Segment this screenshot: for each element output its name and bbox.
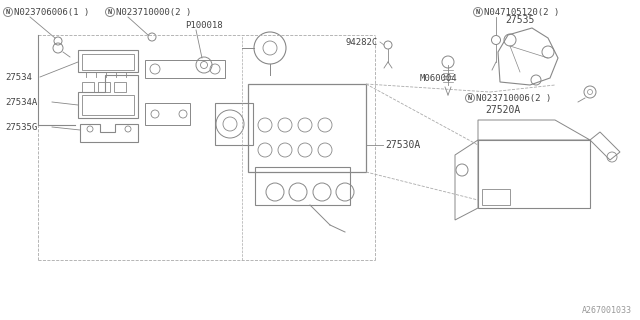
Text: 27534: 27534 xyxy=(5,73,32,82)
Text: N023710000(2 ): N023710000(2 ) xyxy=(116,7,191,17)
Bar xyxy=(255,167,350,205)
Text: N023710006(2 ): N023710006(2 ) xyxy=(476,93,551,102)
Text: 27520A: 27520A xyxy=(485,105,520,115)
Text: 94282C: 94282C xyxy=(345,37,377,46)
Text: N: N xyxy=(6,9,10,15)
Text: A267001033: A267001033 xyxy=(582,306,632,315)
Text: 27535G: 27535G xyxy=(5,123,37,132)
Bar xyxy=(248,84,366,172)
Bar xyxy=(114,82,126,92)
Text: N: N xyxy=(468,95,472,101)
Text: N: N xyxy=(108,9,112,15)
Bar xyxy=(482,189,510,205)
Bar xyxy=(82,82,94,92)
Bar xyxy=(145,60,225,78)
Bar xyxy=(82,54,134,70)
Text: N: N xyxy=(476,9,480,15)
Text: N047105120(2 ): N047105120(2 ) xyxy=(484,7,559,17)
Bar xyxy=(82,95,134,115)
Text: M060004: M060004 xyxy=(420,74,458,83)
Text: 27530A: 27530A xyxy=(385,140,420,150)
Text: 27534A: 27534A xyxy=(5,98,37,107)
Bar xyxy=(98,82,110,92)
Bar xyxy=(145,103,190,125)
Text: P100018: P100018 xyxy=(185,20,223,29)
Bar xyxy=(215,103,253,145)
Bar xyxy=(478,140,590,208)
Text: N023706006(1 ): N023706006(1 ) xyxy=(14,7,89,17)
Text: 27535: 27535 xyxy=(506,15,534,25)
